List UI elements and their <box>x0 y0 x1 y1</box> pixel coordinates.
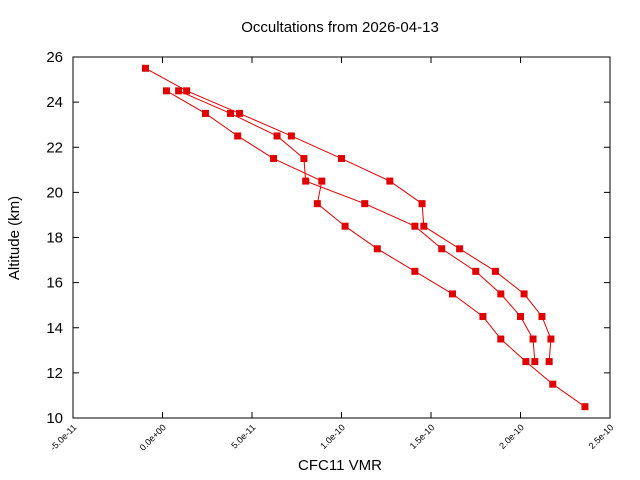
marker <box>141 64 149 72</box>
y-tick-label: 26 <box>46 49 63 66</box>
x-tick-label: 1.0e-10 <box>318 422 347 451</box>
marker <box>497 335 505 343</box>
marker <box>545 358 553 366</box>
marker <box>438 245 446 253</box>
y-tick-label: 20 <box>46 184 63 201</box>
marker <box>418 200 426 208</box>
marker <box>235 109 243 117</box>
y-tick-label: 14 <box>46 320 63 337</box>
y-axis-label: Altitude (km) <box>6 196 23 280</box>
marker <box>302 177 310 185</box>
y-tick-label: 16 <box>46 275 63 292</box>
marker <box>318 177 326 185</box>
marker <box>411 222 419 230</box>
marker <box>287 132 295 140</box>
marker <box>227 109 235 117</box>
marker <box>491 267 499 275</box>
marker <box>313 200 321 208</box>
x-axis-label: CFC11 VMR <box>298 457 382 474</box>
marker <box>497 290 505 298</box>
y-tick-label: 22 <box>46 139 63 156</box>
y-tick-label: 18 <box>46 230 63 247</box>
chart-title: Occultations from 2026-04-13 <box>241 19 439 36</box>
marker <box>520 290 528 298</box>
marker <box>341 222 349 230</box>
marker <box>338 155 345 163</box>
marker <box>529 335 537 343</box>
marker <box>373 245 381 253</box>
marker <box>479 312 487 320</box>
marker <box>522 358 530 366</box>
marker <box>456 245 464 253</box>
marker <box>361 200 369 208</box>
marker <box>549 380 557 388</box>
y-tick-label: 10 <box>46 410 63 427</box>
marker <box>183 87 191 95</box>
marker <box>472 267 480 275</box>
marker <box>538 312 546 320</box>
y-tick-label: 24 <box>46 94 63 111</box>
marker <box>386 177 394 185</box>
marker <box>581 403 589 411</box>
x-tick-label: 5.0e-11 <box>229 422 257 450</box>
marker <box>269 155 277 163</box>
marker <box>420 222 428 230</box>
series-line <box>145 67 552 362</box>
marker <box>547 335 555 343</box>
marker <box>273 132 281 140</box>
marker <box>448 290 456 298</box>
marker <box>300 155 308 163</box>
marker <box>201 109 209 117</box>
y-tick-label: 12 <box>46 365 63 382</box>
marker <box>517 312 524 320</box>
x-tick-label: 0.0e+00 <box>138 422 168 452</box>
plot-frame <box>72 56 611 419</box>
marker <box>411 267 419 275</box>
x-tick-label: 1.5e-10 <box>408 422 437 451</box>
x-tick-label: 2.5e-10 <box>587 422 616 451</box>
marker <box>175 87 183 95</box>
marker <box>531 358 539 366</box>
marker <box>234 132 242 140</box>
marker <box>162 87 170 95</box>
x-tick-label: 2.0e-10 <box>497 422 526 451</box>
